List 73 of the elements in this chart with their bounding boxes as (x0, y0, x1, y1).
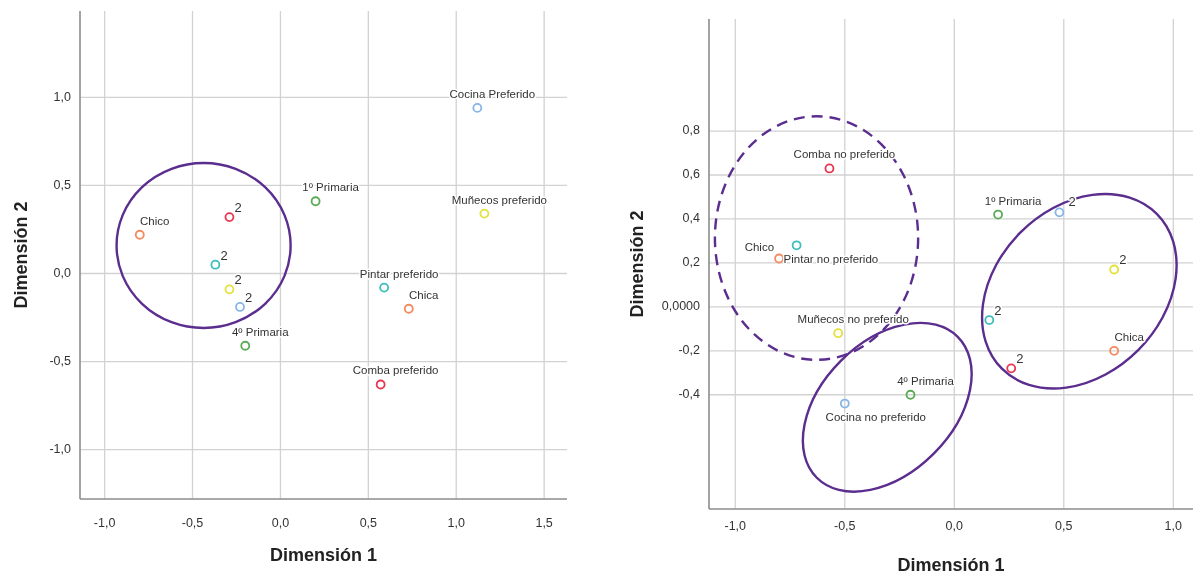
y-tick-label: -1,0 (49, 441, 72, 456)
y-tick-label: 0,8 (682, 123, 701, 138)
annotation: Chico (140, 214, 170, 227)
annotation: Cocina Preferido (449, 87, 536, 100)
y-tick-label: 0,0000 (661, 299, 701, 314)
point (379, 282, 390, 293)
point (905, 389, 916, 400)
x-tick-label: 0,0 (271, 516, 290, 531)
point (210, 259, 221, 270)
point (310, 196, 321, 207)
point (833, 328, 844, 339)
x-tick-label: 1,5 (535, 516, 553, 531)
annotation: Comba no preferido (793, 148, 896, 161)
annotation: 2 (1016, 351, 1024, 367)
point (375, 379, 386, 390)
y-tick-label: 0,0 (53, 265, 72, 280)
point (1006, 363, 1017, 374)
y-tick-label: -0,2 (678, 343, 701, 358)
point (993, 209, 1003, 220)
y-tick-label: -0,5 (49, 353, 72, 368)
point (134, 229, 145, 240)
annotation: 2 (994, 303, 1002, 319)
annotation: Chica (409, 288, 440, 301)
x-tick-label: -1,0 (93, 516, 116, 531)
x-axis-title: Dimensión 1 (897, 554, 1005, 571)
x-tick-label: 1,0 (447, 516, 465, 531)
point (224, 284, 235, 295)
annotation: Chico (744, 240, 775, 253)
point (235, 302, 245, 312)
y-tick-label: 1,0 (53, 89, 72, 104)
x-tick-label: 0,5 (359, 516, 378, 531)
y-tick-label: 0,6 (682, 167, 701, 182)
annotation: Chica (1114, 330, 1145, 343)
annotation: Cocina no preferido (825, 410, 926, 423)
x-tick-label: -1,0 (724, 519, 747, 534)
x-tick-label: 0,5 (1055, 519, 1073, 534)
point (224, 212, 235, 223)
annotation: 4º Primaria (231, 325, 290, 338)
point (824, 163, 835, 174)
annotation: 2 (234, 272, 242, 288)
point (1109, 345, 1120, 356)
annotation: Pintar preferido (359, 267, 439, 280)
x-tick-label: 1,0 (1164, 519, 1183, 534)
point (240, 340, 251, 351)
y-axis-title: Dimensión 2 (10, 201, 31, 309)
x-tick-label: 0,0 (945, 519, 964, 534)
annotation: 2 (234, 200, 242, 216)
annotation: Muñecos no preferido (797, 313, 909, 326)
annotation: 1º Primaria (302, 181, 360, 194)
y-tick-label: 0,4 (682, 211, 701, 226)
x-tick-label: -0,5 (181, 516, 204, 531)
point (839, 398, 850, 409)
annotation: 4º Primaria (897, 374, 955, 387)
annotation: Pintar no preferido (783, 253, 879, 266)
point (472, 103, 483, 113)
point (1109, 264, 1120, 275)
annotation: 2 (1119, 252, 1127, 268)
point (1054, 207, 1065, 218)
point (403, 303, 414, 314)
x-tick-label: -0,5 (834, 519, 856, 534)
point (791, 240, 802, 251)
annotation: Comba preferido (352, 364, 439, 377)
y-tick-label: -0,4 (678, 387, 701, 402)
annotation: Muñecos preferido (451, 193, 547, 206)
annotation: 2 (244, 289, 253, 305)
annotation: 1º Primaria (984, 194, 1042, 207)
x-axis-title: Dimensión 1 (269, 544, 378, 565)
y-tick-label: 0,5 (53, 177, 72, 192)
point (479, 208, 490, 219)
annotation: 2 (220, 247, 228, 263)
y-axis-title: Dimensión 2 (626, 210, 647, 318)
point (984, 315, 995, 325)
y-tick-label: 0,2 (682, 255, 701, 270)
